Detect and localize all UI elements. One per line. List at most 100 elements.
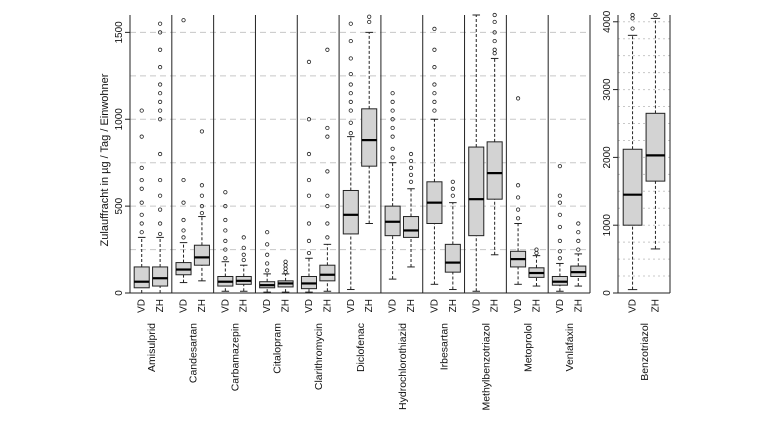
- group-label: ZH: [364, 299, 375, 312]
- outlier-point: [432, 82, 437, 87]
- outlier-point: [158, 193, 163, 198]
- group-label: VD: [429, 299, 440, 313]
- outlier-point: [348, 99, 353, 104]
- outlier-point: [348, 56, 353, 61]
- outlier-point: [223, 238, 228, 243]
- outlier-point: [492, 19, 497, 25]
- group-label: VD: [179, 299, 190, 313]
- outlier-point: [325, 235, 330, 240]
- outlier-point: [432, 65, 437, 70]
- outlier-point: [139, 212, 144, 217]
- outlier-point: [158, 117, 163, 122]
- outlier-point: [181, 177, 186, 183]
- outlier-point: [325, 204, 330, 209]
- right-axis-tick-label: 3000: [602, 78, 613, 101]
- group-label: VD: [513, 299, 524, 313]
- left-axis-tick-label: 1000: [114, 108, 125, 131]
- outlier-point: [283, 270, 288, 275]
- grid-lines: [130, 21, 670, 277]
- box-iqr: [152, 266, 169, 287]
- outlier-point: [325, 134, 330, 139]
- outlier-point: [515, 96, 521, 101]
- outlier-point: [534, 250, 539, 256]
- right-axis-tick-label: 0: [602, 290, 613, 296]
- outlier-point: [158, 221, 163, 226]
- box-hydrochlorothiazid-vd: [384, 91, 401, 280]
- outlier-point: [390, 91, 395, 96]
- substance-label: Diclofenac: [355, 323, 367, 372]
- group-label: VD: [471, 299, 482, 313]
- outlier-point: [408, 179, 414, 184]
- category-labels: VD ZH Amisulprid VD ZH Candesartan VD ZH Carbama…: [137, 299, 662, 411]
- box-benzotriazol-zh: [645, 12, 666, 250]
- outlier-point: [139, 108, 144, 113]
- outlier-point: [223, 217, 228, 223]
- outlier-point: [139, 177, 144, 183]
- outlier-point: [181, 235, 186, 240]
- outlier-point: [139, 221, 144, 226]
- outlier-point: [139, 230, 144, 235]
- outlier-point: [158, 21, 163, 26]
- outlier-point: [199, 204, 205, 209]
- group-label: ZH: [573, 299, 584, 312]
- right-axis-tick-label: 4000: [602, 10, 613, 33]
- box-clarithromycin-zh: [319, 47, 336, 292]
- outlier-point: [492, 38, 497, 44]
- outlier-point: [557, 238, 562, 243]
- group-label: VD: [137, 299, 148, 313]
- outlier-point: [325, 125, 330, 131]
- outlier-point: [576, 238, 581, 243]
- outlier-point: [367, 14, 372, 19]
- box-iqr: [193, 244, 210, 266]
- outlier-point: [223, 204, 228, 209]
- outlier-point: [158, 91, 163, 96]
- box-diclofenac-vd: [342, 21, 359, 291]
- box-iqr: [133, 266, 150, 289]
- outlier-point: [557, 164, 562, 169]
- outlier-point: [223, 228, 228, 233]
- axes: 0 500 1000 1500 0 1000 2000 3000 4000: [114, 10, 619, 296]
- box-benzotriazol-vd: [622, 12, 643, 291]
- box-venlafaxin-zh: [570, 221, 587, 287]
- outlier-point: [390, 155, 395, 160]
- outlier-point: [515, 195, 521, 200]
- outlier-point: [576, 221, 581, 226]
- box-iqr: [468, 146, 485, 237]
- outlier-point: [492, 47, 497, 52]
- box-diclofenac-zh: [361, 14, 378, 224]
- substance-label: Citalopram: [271, 323, 283, 374]
- outlier-point: [306, 238, 312, 243]
- outlier-point: [265, 252, 270, 257]
- box-iqr: [342, 189, 359, 235]
- box-methylbenzotriazol-zh: [486, 12, 503, 256]
- outlier-point: [450, 193, 455, 198]
- group-label: VD: [628, 299, 639, 313]
- outlier-point: [557, 224, 562, 230]
- outlier-point: [306, 193, 312, 198]
- outlier-point: [408, 165, 414, 170]
- substance-label: Hydrochlorothiazid: [397, 323, 409, 410]
- outlier-point: [265, 230, 270, 235]
- outlier-point: [241, 252, 246, 257]
- outlier-point: [241, 245, 246, 250]
- outlier-point: [432, 26, 437, 31]
- box-venlafaxin-vd: [551, 164, 568, 292]
- outlier-point: [515, 216, 521, 221]
- box-amisulprid-zh: [152, 21, 169, 294]
- outlier-point: [306, 151, 312, 157]
- outlier-point: [348, 120, 353, 125]
- outlier-point: [390, 146, 395, 151]
- box-candesartan-vd: [175, 18, 192, 284]
- outlier-point: [348, 91, 353, 96]
- substance-label: Methylbenzotriazol: [480, 323, 492, 411]
- substance-label: Metoprolol: [522, 323, 534, 372]
- box-carbamazepin-vd: [217, 190, 234, 292]
- outlier-point: [199, 183, 205, 188]
- box-candesartan-zh: [193, 129, 210, 282]
- substance-label: Benzotriazol: [639, 323, 651, 381]
- outlier-point: [283, 259, 288, 264]
- outlier-point: [557, 200, 562, 205]
- outlier-point: [515, 207, 521, 212]
- group-label: ZH: [239, 299, 250, 312]
- outlier-point: [306, 117, 312, 122]
